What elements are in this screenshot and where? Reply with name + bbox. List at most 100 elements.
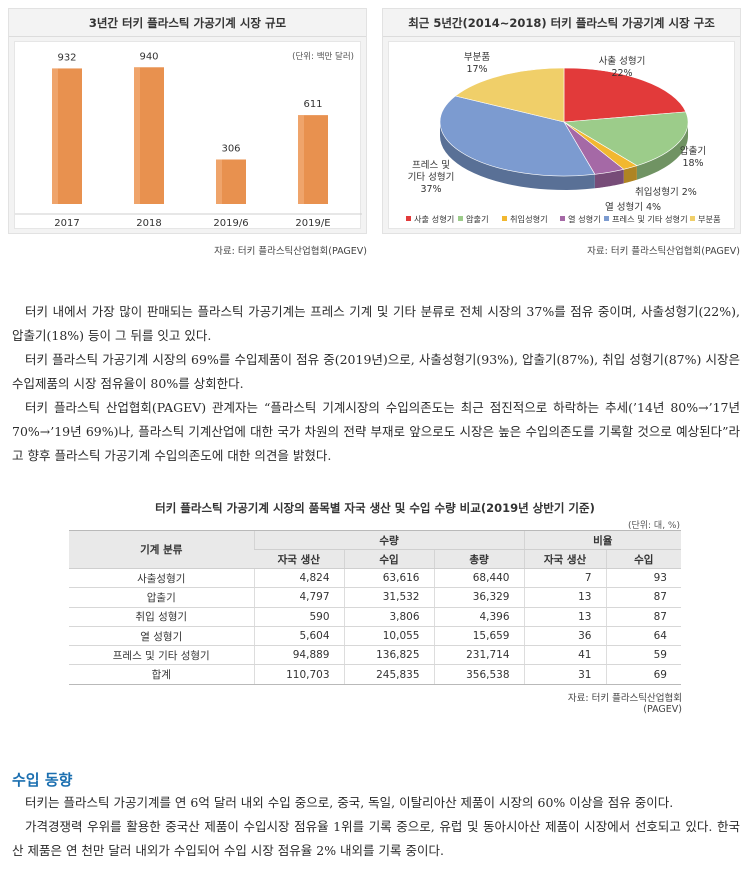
- pie-chart-source: 자료: 터키 플라스틱산업협회(PAGEV): [587, 246, 740, 257]
- subheader: 자국 생산: [254, 549, 344, 569]
- legend-label: 사출 성형기: [414, 214, 454, 224]
- row-label: 열 성형기: [69, 626, 254, 647]
- legend-swatch: [502, 216, 507, 221]
- paragraph-2: 터키 플라스틱 가공기계 시장의 69%를 수입제품이 점유 중(2019년)으…: [12, 352, 740, 391]
- table-unit: (단위: 대, %): [627, 521, 680, 531]
- bar-chart-panel: 3년간 터키 플라스틱 가공기계 시장 규모 (단위: 백만 달러) 932 20…: [8, 8, 367, 234]
- pie-chart-svg: 부분품 17% 사출 성형기 22% 압출기 18% 취입성형기 2% 열 성형…: [406, 52, 721, 224]
- legend-swatch: [690, 216, 695, 221]
- cell: 4,824: [253, 568, 344, 589]
- pie-slice-부분품: [454, 67, 565, 123]
- bar-chart-area: (단위: 백만 달러) 932 2017 940 2018 306 2019/6 611 20…: [14, 41, 362, 229]
- cell: 590: [253, 607, 344, 627]
- row-label: 합계: [69, 664, 254, 685]
- pie-slice-압출기: [563, 111, 689, 167]
- bar-chart-source: 자료: 터키 플라스틱산업협회(PAGEV): [214, 246, 367, 257]
- cell: 87: [605, 587, 681, 608]
- cell: 5,604: [253, 626, 344, 647]
- bar-value-label: 932: [57, 52, 76, 63]
- legend-label: 부분품: [698, 214, 721, 224]
- body-text: 터키 내에서 가장 많이 판매되는 플라스틱 가공기계는 프레스 기계 및 기타…: [12, 300, 740, 468]
- legend-label: 압출기: [466, 214, 489, 224]
- bar-highlight: [134, 67, 140, 204]
- bar-category-label: 2019/6: [213, 218, 248, 229]
- pie-label-injection-name: 사출 성형기: [599, 56, 646, 67]
- table-row-total: 합계 110,703 245,835 356,538 31 69: [69, 664, 681, 685]
- legend-swatch: [458, 216, 463, 221]
- row-label: 압출기: [69, 587, 254, 608]
- subheader: 수입: [605, 549, 681, 569]
- bar-value-label: 940: [139, 51, 158, 62]
- pie-label-extruder-value: 18%: [682, 158, 703, 169]
- pie-slice-사출 성형기: [563, 67, 687, 123]
- pie-label-blow: 취입성형기 2%: [635, 186, 697, 198]
- table-row: 프레스 및 기타 성형기 94,889 136,825 231,714 41 5…: [69, 645, 681, 666]
- cell: 36: [523, 626, 606, 647]
- bar-chart-unit: (단위: 백만 달러): [292, 51, 354, 62]
- cell: 63,616: [343, 568, 434, 589]
- cell: 3,806: [343, 607, 434, 627]
- pie-label-extruder-name: 압출기: [680, 145, 706, 157]
- comparison-table: 기계 분류 수량 비율 자국 생산 수입 총량 자국 생산 수입 사출성형기 4…: [69, 530, 681, 685]
- bar-category-label: 2019/E: [295, 218, 330, 229]
- section-paragraph-1: 터키는 플라스틱 가공기계를 연 6억 달러 내외 수입 중으로, 중국, 독일…: [25, 795, 674, 810]
- pie-chart-panel: 최근 5년간(2014~2018) 터키 플라스틱 가공기계 시장 구조 부분품…: [382, 8, 741, 234]
- cell: 356,538: [433, 664, 524, 685]
- bar-highlight: [216, 159, 222, 204]
- header-group-ratio: 비율: [523, 530, 681, 550]
- bar-value-label: 306: [221, 143, 240, 154]
- pie-slice-프레스 및 기타 성형기: [439, 95, 596, 177]
- cell: 4,396: [433, 607, 524, 627]
- section-text: 터키는 플라스틱 가공기계를 연 6억 달러 내외 수입 중으로, 중국, 독일…: [12, 791, 740, 863]
- bar-highlight: [298, 115, 304, 204]
- section-heading: 수입 동향: [12, 771, 73, 789]
- cell: 69: [605, 664, 681, 685]
- legend-label: 열 성형기: [568, 214, 601, 224]
- subheader: 자국 생산: [523, 549, 606, 569]
- pie-side-압출기: [636, 122, 688, 180]
- bar-value-label: 611: [303, 99, 322, 110]
- pie-label-press-value: 37%: [420, 184, 441, 195]
- cell: 136,825: [343, 645, 434, 666]
- pie-label-press-name2: 기타 성형기: [408, 172, 455, 183]
- cell: 245,835: [343, 664, 434, 685]
- cell: 31,532: [343, 587, 434, 608]
- pie-side-프레스 및 기타 성형기: [440, 122, 595, 190]
- pie-chart-title: 최근 5년간(2014~2018) 터키 플라스틱 가공기계 시장 구조: [383, 9, 740, 37]
- cell: 64: [605, 626, 681, 647]
- cell: 68,440: [433, 568, 524, 589]
- subheader: 총량: [433, 549, 524, 569]
- section-paragraph-2: 가격경쟁력 우위를 활용한 중국산 제품이 수입시장 점유율 1위를 기록 중으…: [12, 819, 740, 858]
- cell: 13: [523, 607, 606, 627]
- bar-chart-svg: (단위: 백만 달러) 932 2017 940 2018 306 2019/6 611 20…: [15, 51, 362, 229]
- row-label: 취입 성형기: [69, 607, 254, 627]
- legend-swatch: [560, 216, 565, 221]
- table-row: 열 성형기 5,604 10,055 15,659 36 64: [69, 626, 681, 647]
- cell: 4,797: [253, 587, 344, 608]
- paragraph-1: 터키 내에서 가장 많이 판매되는 플라스틱 가공기계는 프레스 기계 및 기타…: [12, 304, 740, 343]
- bar-category-label: 2018: [136, 218, 161, 229]
- legend-label: 프레스 및 기타 성형기: [612, 214, 688, 224]
- bar-category-label: 2017: [54, 218, 79, 229]
- bar-highlight: [52, 68, 58, 204]
- pie-side-취입성형기: [623, 165, 637, 184]
- cell: 231,714: [433, 645, 524, 666]
- row-label: 사출성형기: [69, 568, 254, 589]
- cell: 87: [605, 607, 681, 627]
- pie-label-injection-value: 22%: [611, 68, 632, 79]
- pie-side-열 성형기: [594, 169, 624, 189]
- table-row: 사출성형기 4,824 63,616 68,440 7 93: [69, 568, 681, 589]
- pie-label-parts-name: 부분품: [464, 52, 490, 63]
- header-group-quantity: 수량: [253, 530, 524, 550]
- pie-label-thermo: 열 성형기 4%: [605, 202, 661, 213]
- legend-label: 취입성형기: [510, 214, 548, 224]
- cell: 10,055: [343, 626, 434, 647]
- cell: 59: [605, 645, 681, 666]
- table-row: 취입 성형기 590 3,806 4,396 13 87: [69, 607, 681, 627]
- paragraph-3: 터키 플라스틱 산업협회(PAGEV) 관계자는 “플라스틱 기계시장의 수입의…: [12, 400, 740, 463]
- cell: 7: [523, 568, 606, 589]
- table-source: 자료: 터키 플라스틱산업협회(PAGEV): [567, 693, 682, 715]
- cell: 93: [605, 568, 681, 589]
- cell: 41: [523, 645, 606, 666]
- cell: 94,889: [253, 645, 344, 666]
